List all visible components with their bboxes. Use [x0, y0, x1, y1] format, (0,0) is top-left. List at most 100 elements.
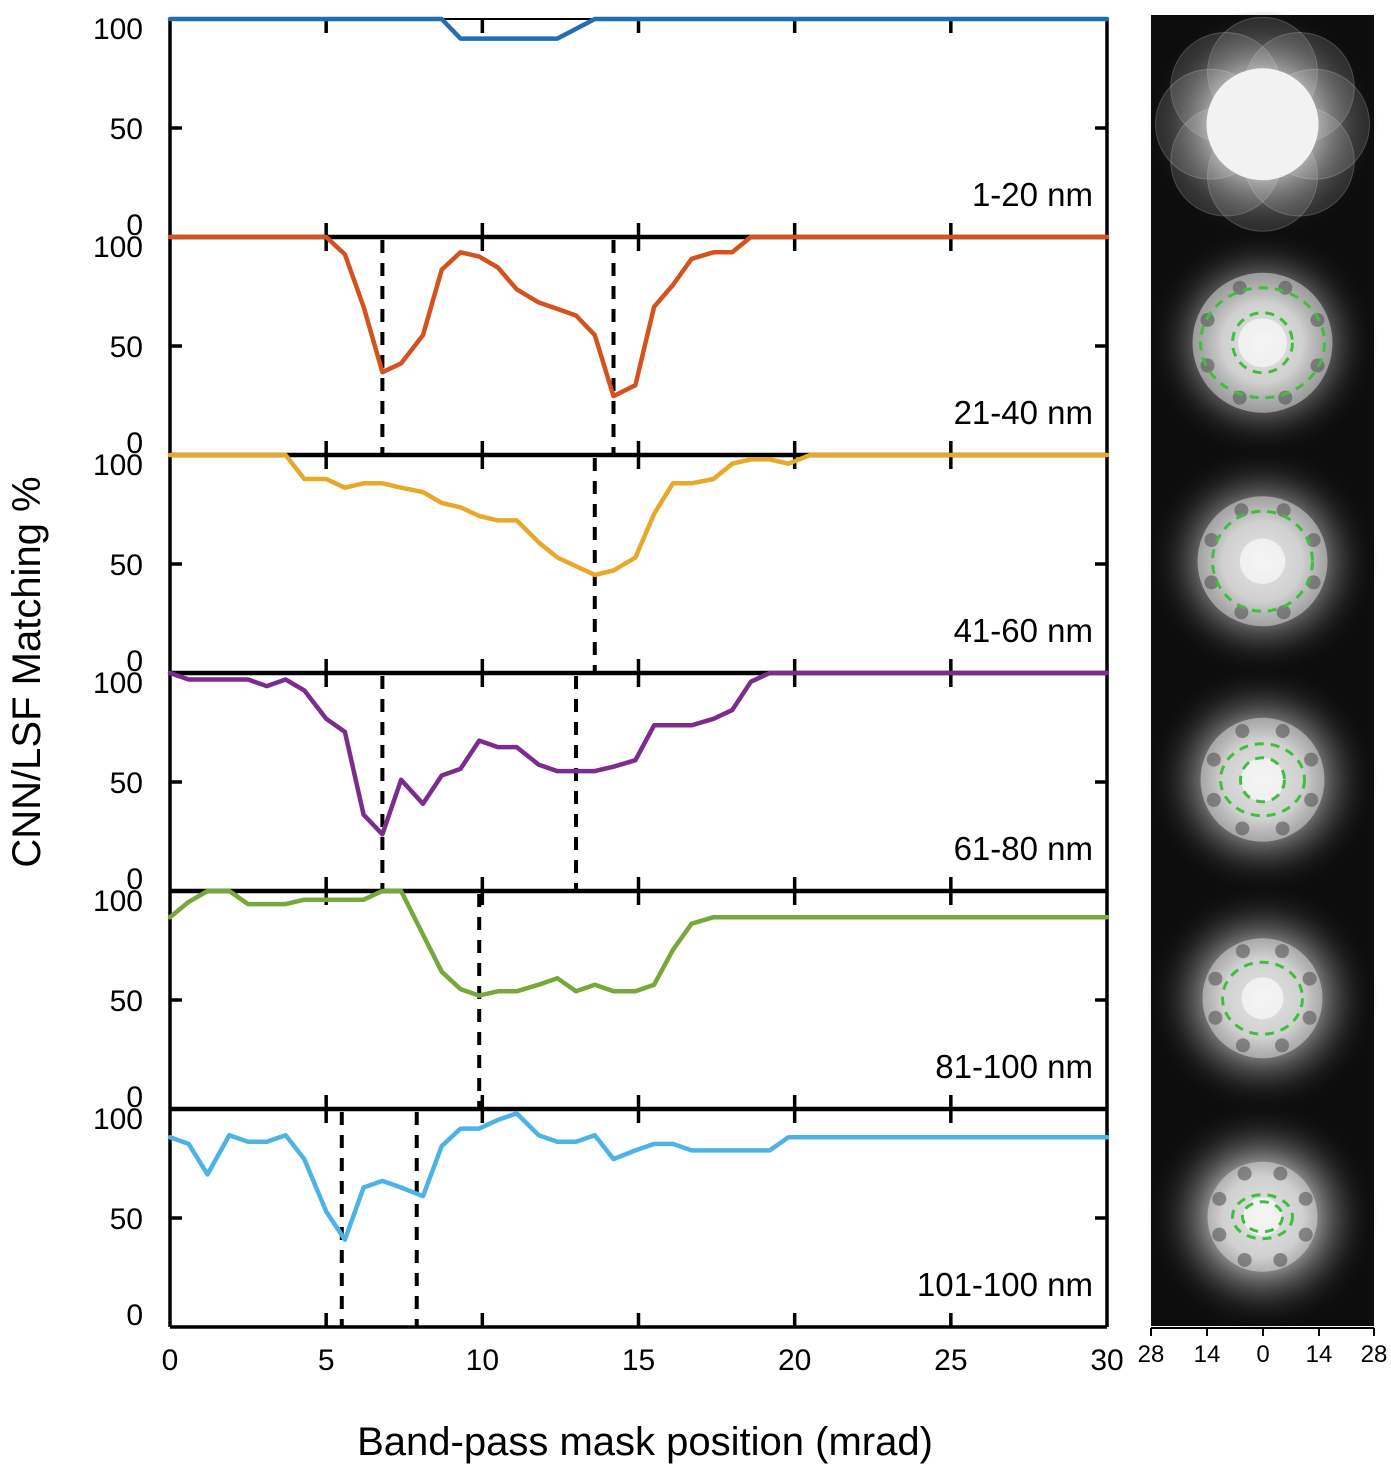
dashed-green-ring	[1199, 286, 1326, 400]
diffraction-spot	[1304, 752, 1319, 767]
bright-core	[1238, 318, 1287, 368]
y-tick-label: 100	[93, 1103, 143, 1136]
y-tick-label: 100	[93, 13, 143, 46]
y-tick-label: 100	[93, 231, 143, 264]
panel-4: 0 50 100 61-80 nm	[93, 667, 1110, 896]
diffraction-image-5	[1147, 883, 1378, 1114]
panel-5: 0 50 100 81-100 nm	[93, 885, 1110, 1114]
range-label: 81-100 nm	[935, 1048, 1093, 1085]
dashed-green-ring	[1239, 756, 1286, 804]
diffraction-spot	[1208, 1010, 1223, 1025]
dashed-green-ring	[1211, 509, 1314, 613]
dashed-green-ring	[1231, 1193, 1294, 1241]
x-tick-label: 0	[162, 1344, 179, 1377]
panel-6: 0 50 100 101-100 nm	[93, 1103, 1110, 1332]
image-axis-tick-label: 14	[1306, 1341, 1333, 1368]
image-axis-tick-label: 14	[1194, 1341, 1221, 1368]
diffraction-spot	[1204, 575, 1219, 590]
x-tick-label: 30	[1090, 1344, 1123, 1377]
y-tick-label: 100	[93, 667, 143, 700]
x-axis-label: Band-pass mask position (mrad)	[357, 1420, 933, 1464]
diffraction-image-4	[1147, 664, 1378, 895]
diffraction-spot	[1302, 1010, 1317, 1025]
range-label: 41-60 nm	[954, 612, 1093, 649]
y-tick-label: 0	[126, 427, 143, 460]
diffraction-spot	[1237, 1166, 1252, 1181]
diffraction-image-6	[1147, 1101, 1378, 1332]
range-label: 1-20 nm	[972, 176, 1093, 213]
diffraction-spot	[1304, 792, 1319, 807]
diffraction-spot	[1235, 821, 1250, 836]
image-axis-tick-label: 0	[1256, 1341, 1269, 1368]
diffraction-spot	[1298, 1191, 1313, 1206]
y-tick-label: 50	[110, 985, 143, 1018]
diffraction-spot	[1235, 1038, 1250, 1053]
diffraction-image-3	[1147, 446, 1378, 677]
x-tick-label: 15	[622, 1344, 655, 1377]
bright-core	[1239, 538, 1286, 584]
diffraction-spot	[1212, 1191, 1227, 1206]
dashed-green-ring	[1221, 960, 1304, 1036]
range-label: 61-80 nm	[954, 830, 1093, 867]
range-label: 21-40 nm	[954, 394, 1093, 431]
diffraction-image-column	[1147, 9, 1378, 1332]
diffraction-image-2	[1147, 227, 1378, 458]
series-line	[167, 1111, 1110, 1243]
series-line	[167, 234, 1110, 399]
diffraction-spot	[1273, 1252, 1288, 1267]
x-axis: 0 5 10 15 20 25 30	[162, 1325, 1124, 1377]
diffraction-spot	[1232, 390, 1247, 405]
plot-panels: 0 50 100 1-20 nm 0 50 100 21-40 nm 0 50 100 41-60 n…	[93, 13, 1110, 1332]
bright-core	[1241, 977, 1284, 1020]
diffraction-spot	[1276, 605, 1291, 620]
y-axis-label: CNN/LSF Matching %	[5, 476, 49, 867]
diffraction-spot	[1206, 792, 1221, 807]
y-tick-label: 0	[126, 645, 143, 678]
diffraction-spot	[1204, 533, 1219, 548]
diffraction-spot	[1302, 971, 1317, 986]
diffraction-spot	[1275, 944, 1290, 959]
diffraction-spot	[1212, 1227, 1227, 1242]
diffraction-spot	[1234, 503, 1249, 518]
y-tick-label: 50	[110, 549, 143, 582]
y-tick-label: 50	[110, 1203, 143, 1236]
image-axis-tick-label: 28	[1361, 1341, 1388, 1368]
diffraction-spot	[1232, 280, 1247, 295]
diffraction-spot	[1235, 944, 1250, 959]
y-tick-label: 0	[126, 1081, 143, 1114]
dashed-green-ring	[1231, 311, 1294, 375]
dashed-green-ring	[1219, 742, 1306, 818]
series-line	[167, 888, 1110, 998]
y-tick-label: 50	[110, 113, 143, 146]
x-tick-label: 20	[778, 1344, 811, 1377]
x-tick-label: 10	[466, 1344, 499, 1377]
diffraction-spot	[1275, 821, 1290, 836]
diffraction-spot	[1235, 724, 1250, 739]
panel-2: 0 50 100 21-40 nm	[93, 231, 1110, 460]
diffraction-spot	[1273, 1166, 1288, 1181]
panel-1: 0 50 100 1-20 nm	[93, 13, 1110, 242]
y-tick-label: 50	[110, 767, 143, 800]
y-tick-label: 0	[126, 209, 143, 242]
diffraction-spot	[1278, 280, 1293, 295]
image-scale-axis: 28 14 0 14 28	[1138, 1327, 1388, 1368]
diffraction-spot	[1275, 724, 1290, 739]
y-tick-label: 0	[126, 863, 143, 896]
diffraction-spot	[1276, 503, 1291, 518]
dashed-green-ring	[1241, 1200, 1284, 1234]
y-tick-label: 100	[93, 449, 143, 482]
range-label: 101-100 nm	[917, 1266, 1093, 1303]
series-line	[167, 670, 1110, 837]
y-tick-label: 0	[126, 1299, 143, 1332]
diffraction-spot	[1206, 752, 1221, 767]
diffraction-spot	[1298, 1227, 1313, 1242]
y-tick-label: 50	[110, 331, 143, 364]
x-tick-label: 5	[318, 1344, 335, 1377]
diffraction-image-1	[1147, 9, 1378, 240]
central-disc	[1206, 68, 1319, 181]
image-axis-tick-label: 28	[1138, 1341, 1165, 1368]
panel-3: 0 50 100 41-60 nm	[93, 449, 1110, 678]
x-tick-label: 25	[934, 1344, 967, 1377]
bright-core	[1240, 758, 1285, 802]
